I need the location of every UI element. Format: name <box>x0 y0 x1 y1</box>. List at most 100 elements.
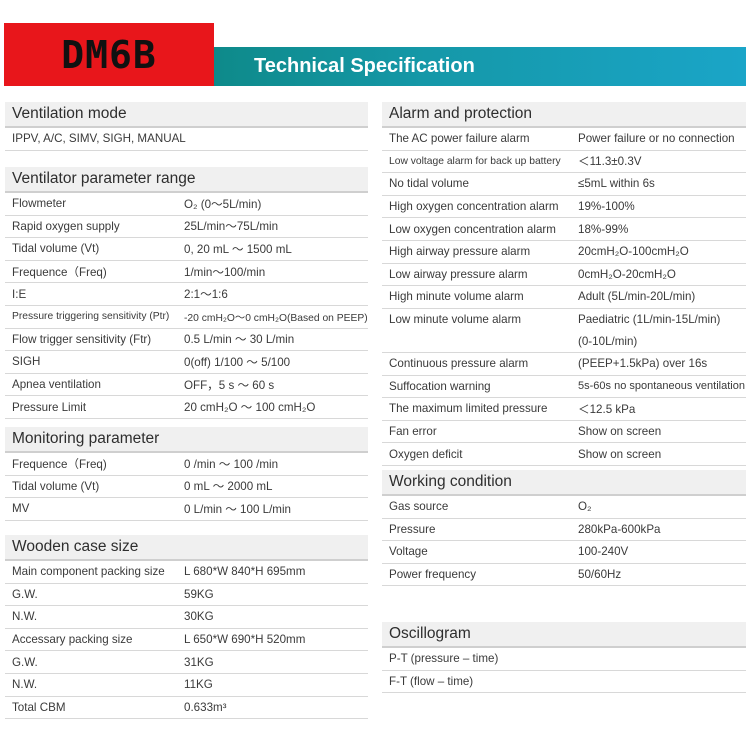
spec-key: MV <box>12 502 30 516</box>
spec-key: Low voltage alarm for back up battery <box>389 155 561 167</box>
spec-row: Suffocation warning 5s-60s no spontaneous… <box>382 376 746 399</box>
spec-row: Pressure triggering sensitivity (Ptr) -20… <box>5 306 368 329</box>
spec-value: Adult (5L/min-20L/min) <box>578 290 696 304</box>
spec-value: Power failure or no connection <box>578 132 735 146</box>
spec-value: 0, 20 mL ～ 1500 mL <box>184 242 292 256</box>
spec-value: IPPV, A/C, SIMV, SIGH, MANUAL <box>12 132 186 146</box>
spec-row: The AC power failure alarm Power failure … <box>382 128 746 151</box>
spec-row: Frequence（Freq) 0 /min ～ 100 /min <box>5 453 368 476</box>
spec-row: Flow trigger sensitivity (Ftr) 0.5 L/min … <box>5 329 368 352</box>
spec-row: Low voltage alarm for back up battery ＜11… <box>382 151 746 174</box>
spec-value: 18%-99% <box>578 222 629 236</box>
spec-key: Flowmeter <box>12 197 67 211</box>
spec-value: 31KG <box>184 655 214 669</box>
spec-key: P-T (pressure – time) <box>389 652 499 666</box>
spec-value: 20 cmH₂O ～ 100 cmH₂O <box>184 401 316 415</box>
spec-row: The maximum limited pressure ＜12.5 kPa <box>382 398 746 421</box>
spec-value: (0-10L/min) <box>578 334 638 348</box>
spec-row: Frequence（Freq) 1/min～100/min <box>5 261 368 284</box>
spec-row: High minute volume alarm Adult (5L/min-20… <box>382 286 746 309</box>
spec-key: The maximum limited pressure <box>389 402 548 416</box>
spec-key: G.W. <box>12 655 38 669</box>
spec-row: Low minute volume alarm Paediatric (1L/mi… <box>382 309 746 331</box>
spec-row: (0-10L/min) <box>382 330 746 353</box>
spec-value: Show on screen <box>578 425 662 439</box>
spec-key: Flow trigger sensitivity (Ftr) <box>12 332 152 346</box>
wooden-case-section: Wooden case size Main component packing … <box>5 535 368 720</box>
spec-value: 1/min～100/min <box>184 265 266 279</box>
spec-value: O₂ (0～5L/min) <box>184 197 262 211</box>
section-title: Oscillogram <box>382 622 746 648</box>
spec-value: O₂ <box>578 500 592 514</box>
spec-value: ≤5mL within 6s <box>578 177 655 191</box>
model-banner: DM6B <box>4 23 214 86</box>
spec-key: Rapid oxygen supply <box>12 219 120 233</box>
spec-row: I:E 2:1～1:6 <box>5 283 368 306</box>
spec-row: No tidal volume ≤5mL within 6s <box>382 173 746 196</box>
spec-key: Main component packing size <box>12 565 165 579</box>
spec-key: Frequence（Freq) <box>12 265 107 279</box>
spec-row: Total CBM 0.633m³ <box>5 697 368 720</box>
spec-key: Accessary packing size <box>12 633 133 647</box>
spec-value: L 650*W 690*H 520mm <box>184 633 306 647</box>
spec-value: 0 L/min ～ 100 L/min <box>184 502 291 516</box>
spec-value: 5s-60s no spontaneous ventilation <box>578 380 745 393</box>
spec-row: Main component packing size L 680*W 840*H… <box>5 561 368 584</box>
spec-row: Pressure Limit 20 cmH₂O ～ 100 cmH₂O <box>5 396 368 419</box>
spec-value: L 680*W 840*H 695mm <box>184 565 306 579</box>
spec-value: -20 cmH₂O～0 cmH₂O(Based on PEEP) <box>184 313 368 325</box>
working-condition-section: Working condition Gas source O₂ Pressure 2… <box>382 470 746 587</box>
spec-key: Oxygen deficit <box>389 447 463 461</box>
spec-value: 59KG <box>184 587 214 601</box>
spec-key: Total CBM <box>12 700 66 714</box>
spec-value: 0 /min ～ 100 /min <box>184 457 279 471</box>
model-name: DM6B <box>61 32 157 77</box>
spec-value: 11KG <box>184 678 213 692</box>
spec-row: Rapid oxygen supply 25L/min～75L/min <box>5 216 368 239</box>
spec-key: High minute volume alarm <box>389 290 524 304</box>
spec-row: Oxygen deficit Show on screen <box>382 443 746 466</box>
spec-key: I:E <box>12 287 27 301</box>
section-title: Alarm and protection <box>382 102 746 128</box>
spec-row: F-T (flow – time) <box>382 671 746 694</box>
spec-value: Paediatric (1L/min-15L/min) <box>578 313 721 327</box>
spec-key: High airway pressure alarm <box>389 245 531 259</box>
spec-key: Continuous pressure alarm <box>389 357 529 371</box>
spec-value: ＜12.5 kPa <box>578 402 636 416</box>
spec-key: Low minute volume alarm <box>389 313 522 327</box>
spec-value: OFF，5 s ～ 60 s <box>184 378 275 392</box>
spec-key: G.W. <box>12 587 38 601</box>
spec-row: Voltage 100-240V <box>382 541 746 564</box>
spec-row: P-T (pressure – time) <box>382 648 746 671</box>
spec-value: (PEEP+1.5kPa) over 16s <box>578 357 708 371</box>
spec-value: 50/60Hz <box>578 568 622 582</box>
page-title: Technical Specification <box>254 55 475 77</box>
spec-key: Fan error <box>389 425 437 439</box>
spec-row: G.W. 59KG <box>5 584 368 607</box>
spec-key: Voltage <box>389 545 428 559</box>
spec-row: IPPV, A/C, SIMV, SIGH, MANUAL <box>5 128 368 151</box>
spec-value: 0.633m³ <box>184 700 227 714</box>
monitoring-parameter-section: Monitoring parameter Frequence（Freq) 0 /m… <box>5 427 368 521</box>
section-title: Working condition <box>382 470 746 496</box>
spec-row: Fan error Show on screen <box>382 421 746 444</box>
spec-value: ＜11.3±0.3V <box>578 155 642 169</box>
spec-value: 0.5 L/min ～ 30 L/min <box>184 333 295 347</box>
spec-key: Tidal volume (Vt) <box>12 479 100 493</box>
spec-key: Pressure triggering sensitivity (Ptr) <box>12 311 170 323</box>
spec-value: Show on screen <box>578 447 662 461</box>
spec-key: SIGH <box>12 355 41 369</box>
ventilator-parameter-section: Ventilator parameter range Flowmeter O₂ (… <box>5 167 368 419</box>
oscillogram-section: Oscillogram P-T (pressure – time) F-T (f… <box>382 622 746 694</box>
spec-row: Low airway pressure alarm 0cmH₂O-20cmH₂O <box>382 264 746 287</box>
spec-row: N.W. 30KG <box>5 606 368 629</box>
spec-key: Apnea ventilation <box>12 378 101 392</box>
spec-row: Flowmeter O₂ (0～5L/min) <box>5 193 368 216</box>
spec-key: Pressure <box>389 522 436 536</box>
spec-value: 19%-100% <box>578 200 635 214</box>
spec-value: 0 mL ～ 2000 mL <box>184 480 273 494</box>
spec-value: 30KG <box>184 610 214 624</box>
spec-key: Pressure Limit <box>12 400 87 414</box>
spec-row: Gas source O₂ <box>382 496 746 519</box>
spec-key: High oxygen concentration alarm <box>389 200 559 214</box>
